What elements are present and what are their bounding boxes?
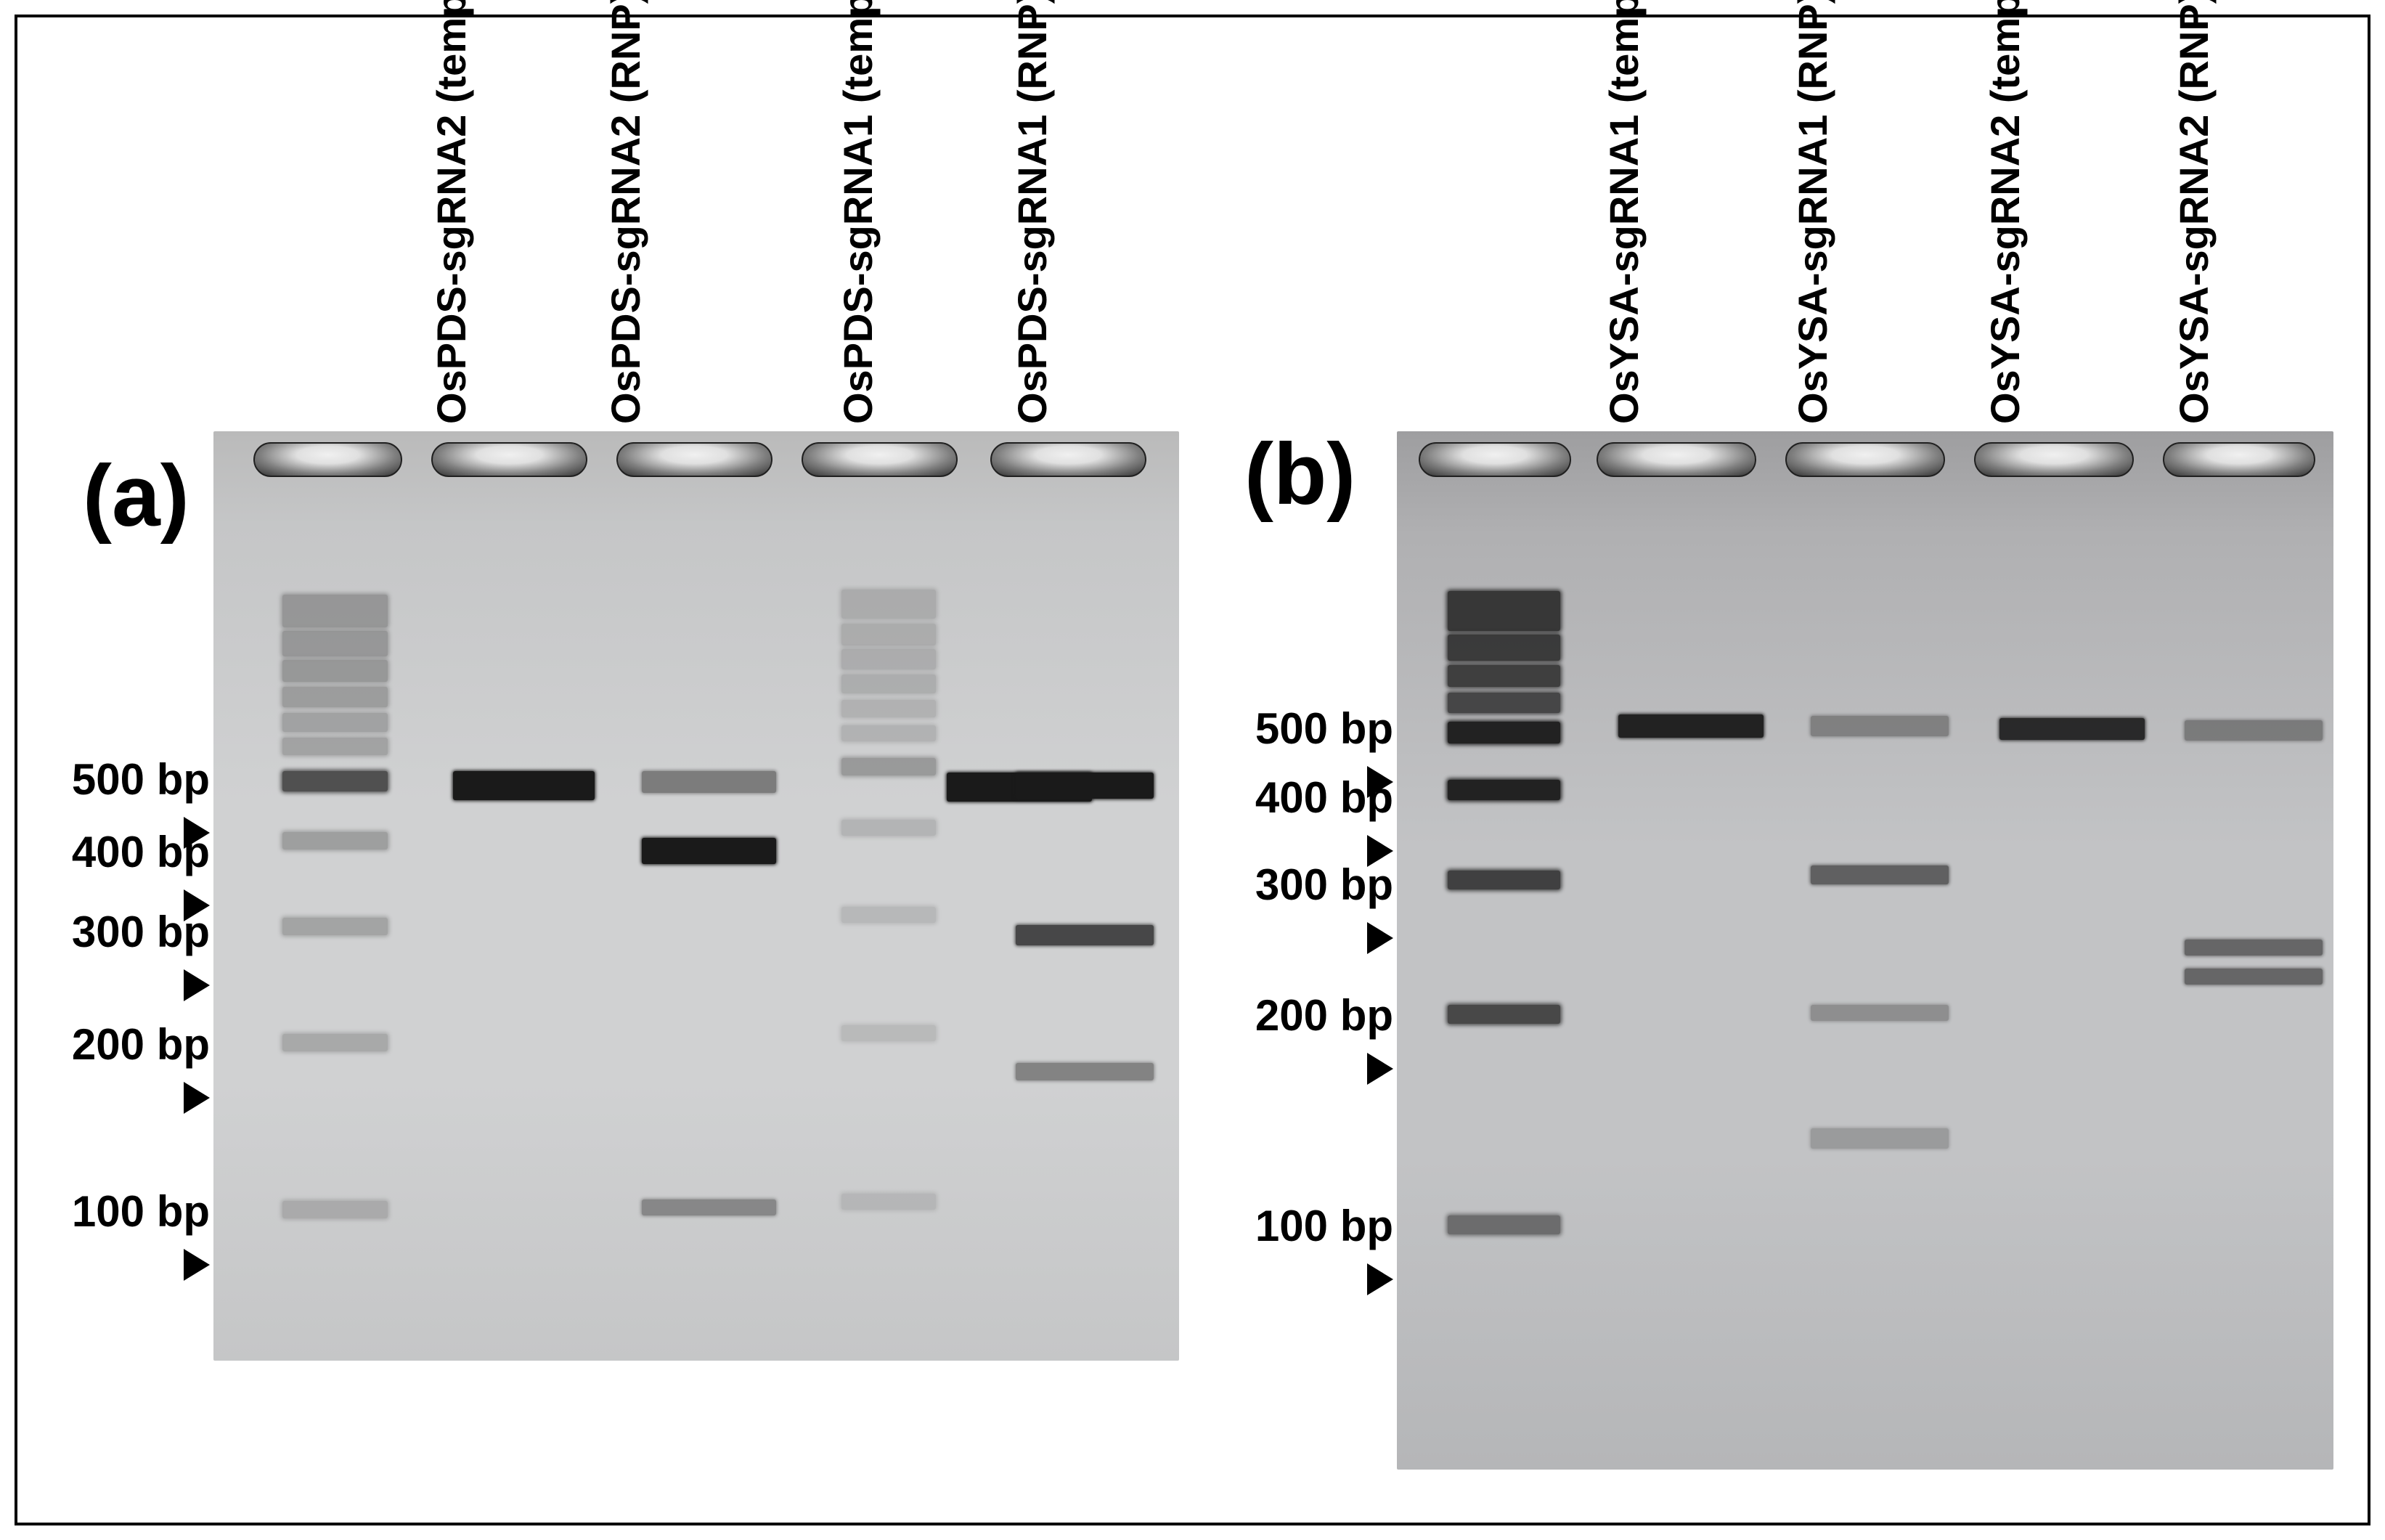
gel-band: [1618, 714, 1764, 738]
bp-label: 400 bp: [1230, 773, 1393, 873]
gel-band: [841, 675, 936, 693]
gel-well: [1974, 442, 2134, 477]
bp-label: 300 bp: [1230, 860, 1393, 960]
gel-band: [1016, 773, 1154, 799]
lane-label: OsPDS-sgRNA2 (RNP): [602, 0, 649, 424]
lane-label: OsPDS-sgRNA1 (template): [834, 0, 881, 424]
gel-well: [802, 442, 958, 477]
gel-band: [282, 771, 388, 791]
gel-band: [282, 631, 388, 656]
gel-band: [1016, 925, 1154, 945]
triangle-right-icon: [184, 969, 210, 1001]
figure-container: (a) OsPDS-sgRNA2 (template) OsPDS-sgRNA2…: [15, 15, 2370, 1525]
gel-band: [841, 590, 936, 619]
gel-band: [841, 700, 936, 717]
gel-band: [1811, 1128, 1949, 1149]
gel-band: [642, 838, 776, 864]
gel-image-a: [213, 431, 1179, 1361]
gel-band: [1999, 718, 2145, 740]
gel-band: [1811, 865, 1949, 884]
gel-band: [1448, 1215, 1560, 1234]
bp-text: 200 bp: [1255, 991, 1393, 1040]
lane-label: OsPDS-sgRNA1 (RNP): [1008, 0, 1056, 424]
gel-band: [453, 771, 595, 800]
gel-well: [2163, 442, 2315, 477]
bp-text: 200 bp: [72, 1020, 210, 1069]
gel-well: [616, 442, 772, 477]
triangle-right-icon: [184, 1249, 210, 1281]
well-row: [213, 442, 1179, 482]
gel-band: [282, 918, 388, 935]
gel-band: [642, 1199, 776, 1215]
bp-label: 200 bp: [46, 1019, 210, 1120]
gel-band: [2185, 940, 2323, 956]
gel-band: [1448, 780, 1560, 800]
bp-text: 500 bp: [1255, 704, 1393, 753]
lane-label: OsYSA-sgRNA2 (RNP): [2170, 0, 2217, 424]
gel-band: [841, 1025, 936, 1041]
gel-well: [431, 442, 587, 477]
lane-label: OsYSA-sgRNA2 (template): [1981, 0, 2029, 424]
gel-band: [1448, 665, 1560, 687]
bp-text: 400 bp: [72, 828, 210, 876]
gel-band: [1448, 722, 1560, 743]
bp-text: 100 bp: [72, 1187, 210, 1236]
gel-band: [282, 713, 388, 732]
gel-image-b: [1397, 431, 2333, 1470]
panel-a-lane-labels: OsPDS-sgRNA2 (template) OsPDS-sgRNA2 (RN…: [46, 39, 1179, 424]
gel-band: [841, 725, 936, 741]
gel-band: [282, 660, 388, 682]
lane-label: OsYSA-sgRNA1 (RNP): [1789, 0, 1836, 424]
bp-label: 200 bp: [1230, 990, 1393, 1091]
panel-b-lane-labels: OsYSA-sgRNA1 (template) OsYSA-sgRNA1 (RN…: [1230, 39, 2333, 424]
gel-band: [1016, 1063, 1154, 1080]
gel-band: [1811, 1005, 1949, 1021]
gel-band: [2185, 720, 2323, 741]
panel-a: (a) OsPDS-sgRNA2 (template) OsPDS-sgRNA2…: [46, 39, 1179, 1491]
gel-band: [2185, 969, 2323, 985]
gel-band: [1448, 591, 1560, 631]
panel-a-label: (a): [83, 446, 189, 546]
gel-band: [282, 1034, 388, 1051]
gel-well: [1419, 442, 1571, 477]
gel-band: [282, 595, 388, 627]
triangle-right-icon: [1367, 1053, 1393, 1085]
bp-text: 300 bp: [1255, 860, 1393, 909]
panel-b-label: (b): [1244, 424, 1355, 524]
gel-band: [1448, 693, 1560, 713]
gel-band: [841, 820, 936, 836]
gel-band: [642, 771, 776, 793]
gel-band: [1811, 716, 1949, 736]
gel-band: [841, 907, 936, 923]
triangle-right-icon: [1367, 1263, 1393, 1295]
gel-band: [841, 649, 936, 669]
gel-band: [282, 832, 388, 850]
triangle-right-icon: [184, 1082, 210, 1114]
gel-band: [1448, 871, 1560, 889]
gel-well: [253, 442, 402, 477]
lane-label: OsPDS-sgRNA2 (template): [428, 0, 475, 424]
gel-well: [1785, 442, 1945, 477]
well-row: [1397, 442, 2333, 482]
triangle-right-icon: [1367, 922, 1393, 954]
bp-text: 400 bp: [1255, 773, 1393, 822]
gel-band: [1448, 1005, 1560, 1024]
gel-band: [841, 758, 936, 775]
lane-label: OsYSA-sgRNA1 (template): [1600, 0, 1647, 424]
gel-band: [1448, 635, 1560, 661]
gel-band: [282, 1201, 388, 1218]
gel-band: [282, 738, 388, 755]
bp-text: 300 bp: [72, 908, 210, 956]
gel-band: [282, 687, 388, 707]
gel-well: [990, 442, 1146, 477]
bp-label: 300 bp: [46, 907, 210, 1007]
panel-b: (b) OsYSA-sgRNA1 (template) OsYSA-sgRNA1…: [1230, 39, 2333, 1491]
bp-label: 100 bp: [1230, 1201, 1393, 1301]
gel-well: [1597, 442, 1756, 477]
bp-text: 100 bp: [1255, 1202, 1393, 1250]
gel-band: [841, 624, 936, 645]
bp-text: 500 bp: [72, 755, 210, 804]
bp-label: 100 bp: [46, 1186, 210, 1287]
gel-band: [841, 1194, 936, 1210]
